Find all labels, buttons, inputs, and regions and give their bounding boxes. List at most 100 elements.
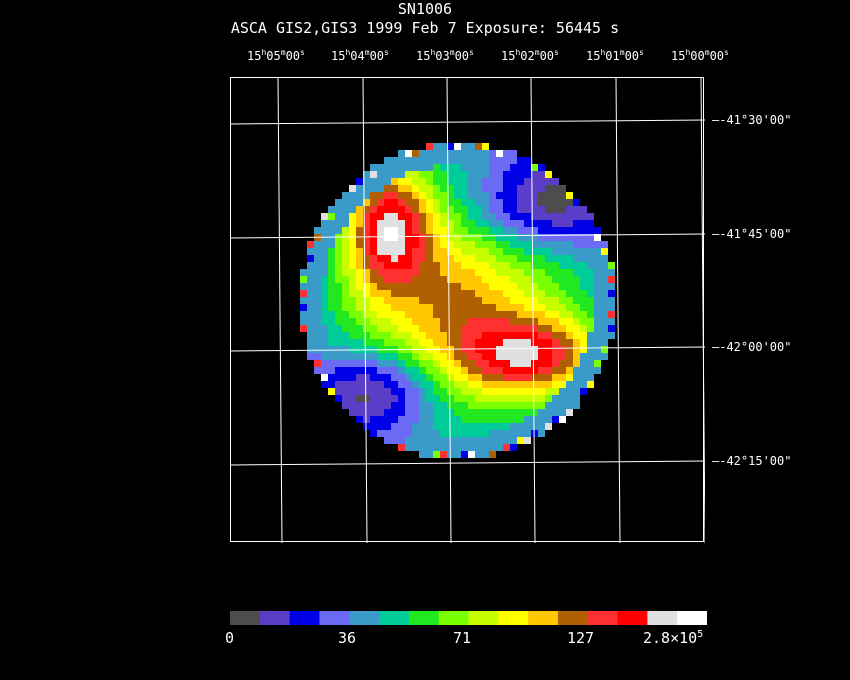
image-pixel (454, 416, 461, 423)
image-pixel (349, 395, 356, 402)
image-pixel (461, 297, 468, 304)
image-pixel (552, 290, 559, 297)
image-pixel (391, 430, 398, 437)
image-pixel (552, 283, 559, 290)
image-pixel (314, 332, 321, 339)
image-pixel (314, 304, 321, 311)
image-pixel (398, 423, 405, 430)
image-pixel (496, 276, 503, 283)
image-pixel (573, 213, 580, 220)
image-pixel (398, 234, 405, 241)
image-pixel (573, 311, 580, 318)
image-pixel (321, 241, 328, 248)
image-pixel (545, 290, 552, 297)
image-pixel (321, 269, 328, 276)
image-pixel (573, 402, 580, 409)
image-pixel (384, 185, 391, 192)
image-pixel (496, 206, 503, 213)
image-pixel (335, 248, 342, 255)
dec-tick-label: —-41°30'00" (712, 113, 792, 127)
image-pixel (496, 164, 503, 171)
image-pixel (391, 409, 398, 416)
image-pixel (461, 437, 468, 444)
image-pixel (419, 339, 426, 346)
image-pixel (433, 227, 440, 234)
dec-grid-line (231, 460, 705, 466)
image-pixel (314, 339, 321, 346)
image-pixel (447, 171, 454, 178)
image-pixel (314, 325, 321, 332)
image-pixel (398, 311, 405, 318)
image-pixel (356, 276, 363, 283)
image-pixel (524, 374, 531, 381)
image-pixel (342, 388, 349, 395)
image-pixel (370, 423, 377, 430)
image-pixel (398, 416, 405, 423)
image-pixel (405, 353, 412, 360)
image-pixel (447, 388, 454, 395)
image-pixel (475, 157, 482, 164)
image-pixel (454, 290, 461, 297)
image-pixel (524, 262, 531, 269)
image-pixel (454, 360, 461, 367)
image-pixel (538, 283, 545, 290)
image-pixel (363, 318, 370, 325)
image-pixel (566, 381, 573, 388)
image-pixel (545, 374, 552, 381)
image-pixel (356, 269, 363, 276)
image-pixel (510, 157, 517, 164)
image-pixel (559, 381, 566, 388)
image-pixel (510, 206, 517, 213)
image-pixel (440, 374, 447, 381)
image-pixel (559, 234, 566, 241)
image-pixel (363, 388, 370, 395)
image-pixel (328, 374, 335, 381)
image-pixel (475, 395, 482, 402)
image-pixel (496, 297, 503, 304)
image-pixel (538, 185, 545, 192)
image-pixel (531, 241, 538, 248)
image-pixel (440, 395, 447, 402)
image-pixel (398, 437, 405, 444)
image-pixel (601, 318, 608, 325)
image-pixel (524, 255, 531, 262)
image-pixel (545, 199, 552, 206)
image-pixel (328, 248, 335, 255)
dec-tick-label: —-41°45'00" (712, 227, 792, 241)
image-pixel (503, 290, 510, 297)
image-pixel (440, 367, 447, 374)
image-pixel (503, 311, 510, 318)
image-pixel (335, 360, 342, 367)
image-pixel (433, 444, 440, 451)
image-pixel (538, 248, 545, 255)
image-pixel (398, 430, 405, 437)
image-pixel (440, 311, 447, 318)
image-pixel (440, 248, 447, 255)
image-pixel (440, 241, 447, 248)
image-pixel (468, 269, 475, 276)
image-pixel (384, 437, 391, 444)
image-pixel (461, 423, 468, 430)
image-pixel (433, 234, 440, 241)
image-pixel (363, 269, 370, 276)
colorbar-swatch (468, 611, 499, 625)
image-pixel (510, 332, 517, 339)
image-pixel (314, 276, 321, 283)
image-pixel (398, 199, 405, 206)
image-pixel (482, 157, 489, 164)
image-pixel (517, 157, 524, 164)
image-pixel (538, 325, 545, 332)
image-pixel (377, 220, 384, 227)
image-pixel (419, 388, 426, 395)
image-pixel (489, 374, 496, 381)
image-pixel (384, 388, 391, 395)
image-pixel (433, 423, 440, 430)
image-pixel (538, 339, 545, 346)
image-pixel (594, 304, 601, 311)
image-pixel (335, 276, 342, 283)
image-pixel (363, 262, 370, 269)
image-pixel (538, 276, 545, 283)
image-pixel (307, 325, 314, 332)
image-pixel (440, 332, 447, 339)
image-pixel (489, 430, 496, 437)
